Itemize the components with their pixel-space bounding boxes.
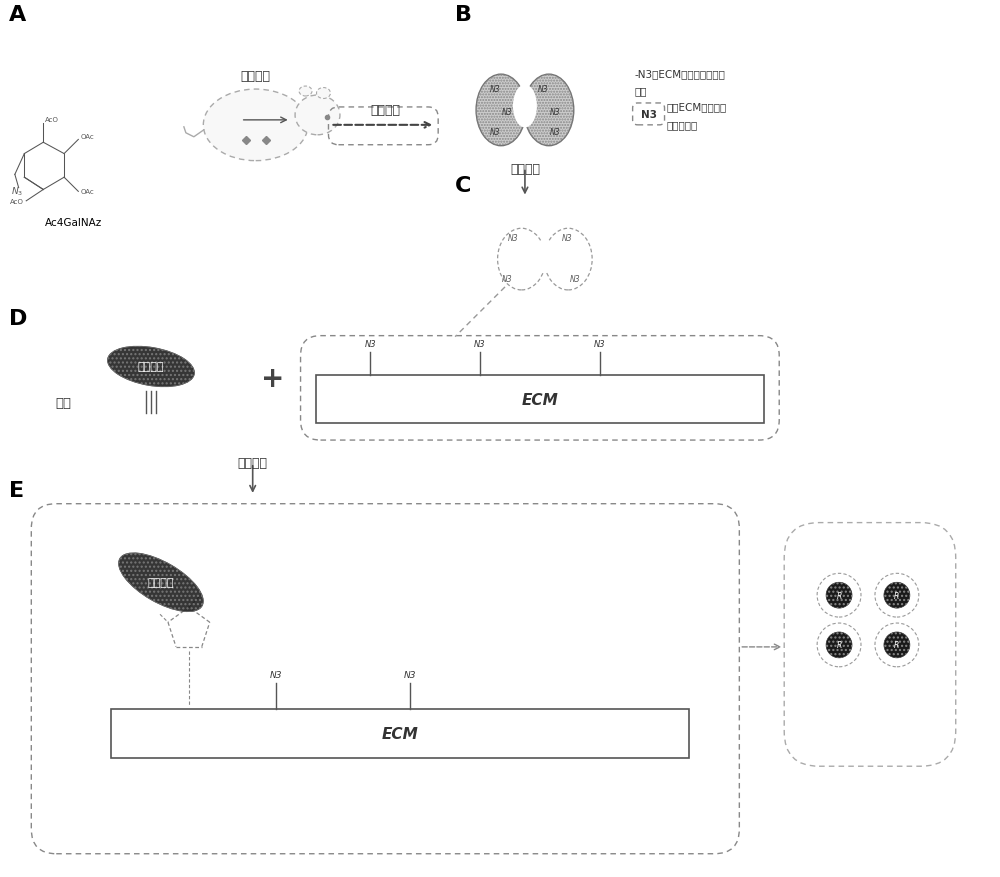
Ellipse shape	[498, 229, 545, 290]
Ellipse shape	[817, 574, 861, 617]
Text: B: B	[455, 5, 472, 25]
Ellipse shape	[299, 87, 312, 96]
Ellipse shape	[317, 89, 330, 99]
Text: 决烯: 决烯	[55, 396, 71, 410]
Text: N3: N3	[508, 233, 518, 242]
Text: N3: N3	[569, 275, 580, 284]
Text: D: D	[9, 309, 28, 328]
Text: N3: N3	[269, 670, 282, 679]
Text: ECM: ECM	[382, 726, 419, 741]
Text: N3: N3	[594, 339, 606, 348]
Text: N3: N3	[490, 128, 500, 137]
Text: OAc: OAc	[80, 189, 94, 195]
Ellipse shape	[524, 75, 574, 146]
Text: R: R	[836, 591, 842, 600]
Text: N3: N3	[474, 339, 486, 348]
Text: 修饰: 修饰	[635, 86, 647, 96]
Ellipse shape	[119, 553, 203, 612]
Text: 去细胞化: 去细胞化	[510, 162, 540, 175]
Ellipse shape	[476, 75, 526, 146]
Ellipse shape	[203, 90, 308, 161]
Text: 氮化物修饰: 氮化物修饰	[667, 120, 698, 130]
Text: 点击反应: 点击反应	[238, 456, 268, 469]
Text: ：非ECM相关的叠: ：非ECM相关的叠	[667, 102, 727, 112]
Text: R: R	[836, 641, 842, 650]
Ellipse shape	[534, 240, 556, 274]
Ellipse shape	[295, 96, 340, 136]
Ellipse shape	[544, 229, 592, 290]
Ellipse shape	[875, 574, 919, 617]
Text: R: R	[894, 591, 900, 600]
Text: 器官收获: 器官收获	[370, 104, 400, 118]
Text: ECM: ECM	[522, 392, 558, 407]
Text: N3: N3	[641, 110, 657, 120]
Text: N3: N3	[550, 128, 560, 137]
Text: -N3：ECM相关的叠氮化物: -N3：ECM相关的叠氮化物	[635, 69, 726, 79]
Text: N3: N3	[490, 84, 500, 94]
Ellipse shape	[884, 632, 910, 658]
Text: N3: N3	[502, 275, 512, 284]
Text: N3: N3	[404, 670, 416, 679]
Ellipse shape	[513, 85, 537, 128]
Ellipse shape	[884, 582, 910, 609]
Text: N3: N3	[365, 339, 376, 348]
Ellipse shape	[108, 347, 194, 387]
Ellipse shape	[826, 632, 852, 658]
Bar	[316, 376, 764, 424]
Ellipse shape	[826, 582, 852, 609]
Text: Ac4GalNAz: Ac4GalNAz	[45, 218, 102, 228]
Text: 代谢标记: 代谢标记	[241, 69, 271, 82]
Ellipse shape	[875, 624, 919, 667]
Text: E: E	[9, 481, 24, 500]
Text: R: R	[894, 641, 900, 650]
Ellipse shape	[817, 624, 861, 667]
Text: +: +	[261, 365, 284, 393]
Bar	[111, 709, 689, 759]
Text: N3: N3	[538, 84, 548, 94]
Text: N3: N3	[562, 233, 572, 242]
Text: A: A	[9, 5, 27, 25]
Text: 生物分子: 生物分子	[138, 362, 164, 372]
Text: OAc: OAc	[80, 133, 94, 139]
Text: C: C	[455, 176, 472, 196]
Text: 生物分子: 生物分子	[148, 578, 174, 588]
Text: N3: N3	[550, 108, 560, 118]
Text: AcO: AcO	[45, 118, 59, 124]
Text: $N_3$: $N_3$	[11, 185, 23, 197]
Text: N3: N3	[502, 108, 512, 118]
Text: AcO: AcO	[10, 198, 24, 204]
